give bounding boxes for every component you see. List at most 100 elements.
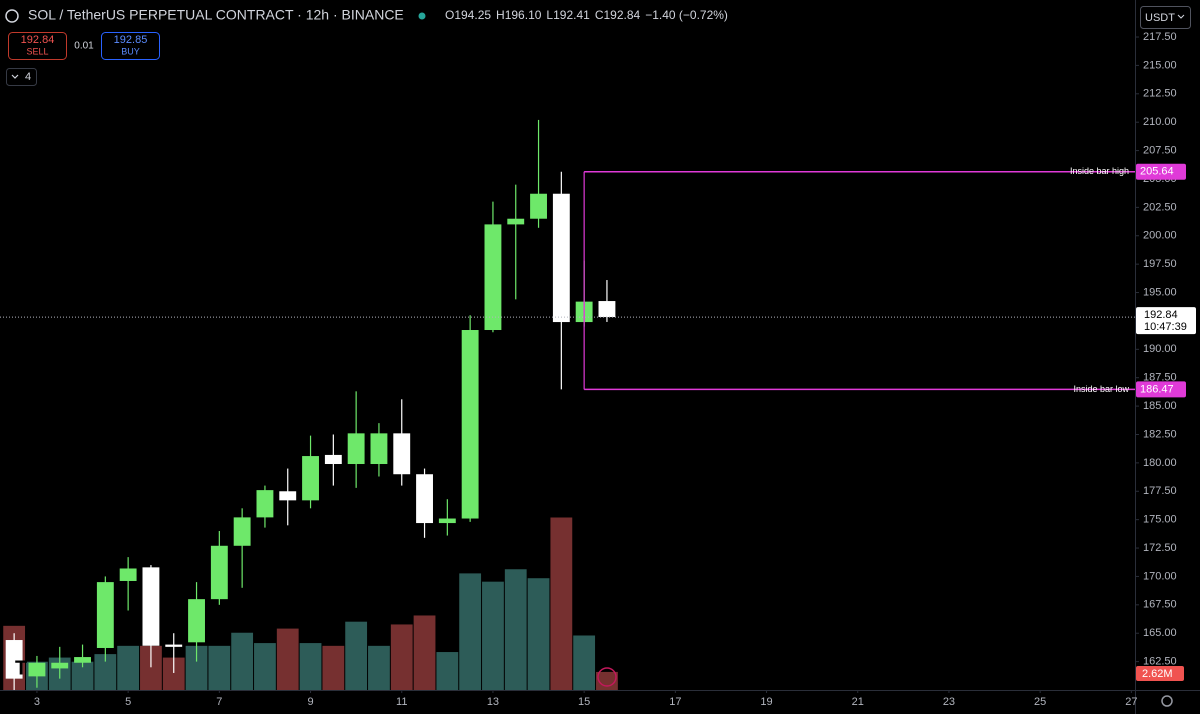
current-price-tag <box>1136 307 1196 335</box>
volume-bar <box>71 661 94 690</box>
ohlc-value: C192.84 <box>595 8 641 22</box>
volume-bar <box>436 652 459 690</box>
candle-body <box>598 301 616 318</box>
spread: 0.01 <box>74 41 94 52</box>
candle-body <box>279 491 297 501</box>
candle-body <box>438 518 456 524</box>
y-tick-label: 187.50 <box>1143 372 1177 384</box>
volume-bar <box>390 624 413 690</box>
volume-last-label: 2.62M <box>1142 668 1173 680</box>
volume-bar <box>459 573 482 690</box>
y-tick-label: 170.00 <box>1143 570 1177 582</box>
buy-price: 192.85 <box>114 34 148 46</box>
sell-button[interactable] <box>8 32 67 60</box>
alert-icon[interactable] <box>597 667 617 687</box>
ohlc-value: L192.41 <box>546 8 590 22</box>
x-tick-label: 7 <box>216 696 222 708</box>
y-tick-label: 217.50 <box>1143 31 1177 43</box>
sell-price: 192.84 <box>21 34 55 46</box>
volume-bar <box>140 645 162 690</box>
volume-bar <box>527 578 550 690</box>
y-tick-label: 197.50 <box>1143 258 1177 270</box>
candle-body <box>210 545 228 600</box>
y-tick-label: 202.50 <box>1143 201 1177 213</box>
y-tick-label: 172.50 <box>1143 542 1177 554</box>
x-tick-label: 5 <box>125 696 131 708</box>
ohlc-legend: O194.25 H196.10 L192.41 C192.84 −1.40 (−0.72… <box>445 8 728 22</box>
logo: T <box>15 657 27 679</box>
candle-body <box>370 433 388 465</box>
currency-button[interactable] <box>1140 6 1191 29</box>
volume-bar <box>254 643 276 690</box>
x-tick-label: 11 <box>396 696 407 708</box>
x-tick-label: 23 <box>943 696 955 708</box>
y-tick-label: 180.00 <box>1143 457 1177 469</box>
y-tick-label: 210.00 <box>1143 116 1177 128</box>
ohlc-value: O194.25 <box>445 8 491 22</box>
chevron-icon <box>1177 14 1185 19</box>
indicator-count: 4 <box>25 71 31 83</box>
volume-bar <box>322 645 345 690</box>
candle-body <box>233 517 251 546</box>
current-price: 192.84 <box>1144 309 1178 321</box>
x-tick-label: 27 <box>1125 696 1137 708</box>
y-tick-label: 182.50 <box>1143 428 1177 440</box>
y-tick-label: 165.00 <box>1143 627 1177 639</box>
volume-bar <box>299 643 322 690</box>
volume-bar <box>345 621 368 690</box>
y-tick-label: 185.00 <box>1143 400 1177 412</box>
buy-button[interactable] <box>101 32 160 60</box>
volume-bar <box>550 517 573 690</box>
volume-bar <box>185 645 208 690</box>
y-tick-label: 190.00 <box>1143 343 1177 355</box>
candle-body <box>119 568 137 581</box>
volume-bar <box>276 628 299 690</box>
sell-label: SELL <box>26 46 48 56</box>
candle-body <box>28 662 46 677</box>
countdown: 10:47:39 <box>1144 321 1187 333</box>
y-tick-label: 167.50 <box>1143 599 1177 611</box>
volume-bar <box>117 645 140 690</box>
volume-bar <box>413 615 436 690</box>
candle-body <box>165 644 183 647</box>
candle-body <box>507 218 525 225</box>
symbol-icon[interactable] <box>5 9 19 23</box>
settings-icon[interactable] <box>1161 695 1173 707</box>
volume-bar <box>231 632 254 690</box>
level-value: 205.64 <box>1140 166 1174 178</box>
candle-body <box>347 433 365 465</box>
y-tick-label: 207.50 <box>1143 144 1177 156</box>
plot-layer <box>3 119 618 690</box>
candle-body <box>5 640 23 679</box>
volume-bar <box>208 645 231 690</box>
x-tick-label: 25 <box>1034 696 1046 708</box>
x-tick-label: 15 <box>578 696 590 708</box>
indicators-toggle[interactable] <box>6 68 37 86</box>
level-label: Inside bar high <box>1070 166 1129 176</box>
candle-body <box>142 567 160 646</box>
candle-body <box>302 456 319 501</box>
x-tick-label: 21 <box>852 696 864 708</box>
candle-body <box>461 330 479 519</box>
volume-bar <box>162 657 185 690</box>
level-label: Inside bar low <box>1073 384 1129 394</box>
volume-bar <box>94 654 117 690</box>
volume-tag <box>1136 666 1184 681</box>
x-tick-label: 17 <box>669 696 681 708</box>
x-tick-label: 9 <box>307 696 313 708</box>
chevron-icon <box>11 74 19 79</box>
candle-body <box>188 599 205 643</box>
y-tick-label: 215.00 <box>1143 59 1177 71</box>
x-tick-label: 13 <box>487 696 499 708</box>
volume-bar <box>482 581 504 690</box>
y-tick-label: 177.50 <box>1143 485 1177 497</box>
candle-body <box>51 662 69 669</box>
x-tick-label: 19 <box>760 696 772 708</box>
level-tag <box>1136 381 1186 398</box>
currency: USDT <box>1145 12 1175 24</box>
candle-body <box>256 490 274 518</box>
buy-label: BUY <box>121 46 140 56</box>
